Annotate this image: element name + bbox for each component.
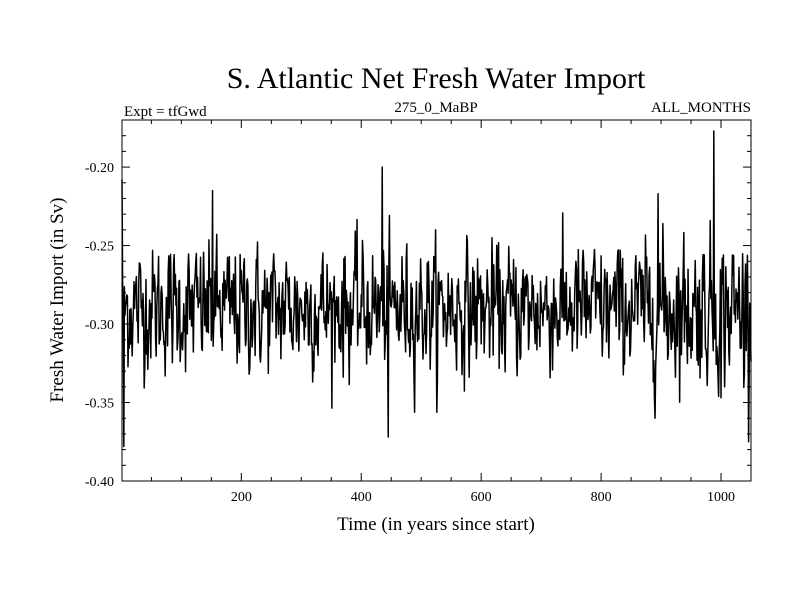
x-tick-label: 200 [231, 490, 252, 505]
y-tick-label: -0.25 [85, 240, 114, 255]
subtitle-period: 275_0_MaBP [394, 100, 477, 116]
y-tick-label: -0.20 [85, 161, 114, 176]
y-tick-label: -0.30 [85, 318, 114, 333]
y-axis: -0.40 -0.35 -0.30 -0.25 -0.20 [85, 119, 751, 490]
plot-frame [121, 119, 752, 482]
x-axis-label: Time (in years since start) [337, 514, 535, 535]
y-tick-label: -0.40 [85, 475, 114, 490]
x-tick-label: 1000 [707, 490, 735, 505]
x-tick-label: 600 [471, 490, 492, 505]
chart-title: S. Atlantic Net Fresh Water Import [227, 62, 646, 95]
y-axis-label: Fresh Water Import (in Sv) [47, 198, 68, 403]
subtitle-months: ALL_MONTHS [651, 100, 751, 116]
series-line [121, 130, 752, 448]
x-tick-label: 800 [591, 490, 612, 505]
y-tick-label: -0.35 [85, 397, 114, 412]
x-axis: 200 400 600 800 1000 [150, 120, 735, 505]
x-tick-label: 400 [351, 490, 372, 505]
subtitle-experiment: Expt = tfGwd [124, 104, 207, 120]
